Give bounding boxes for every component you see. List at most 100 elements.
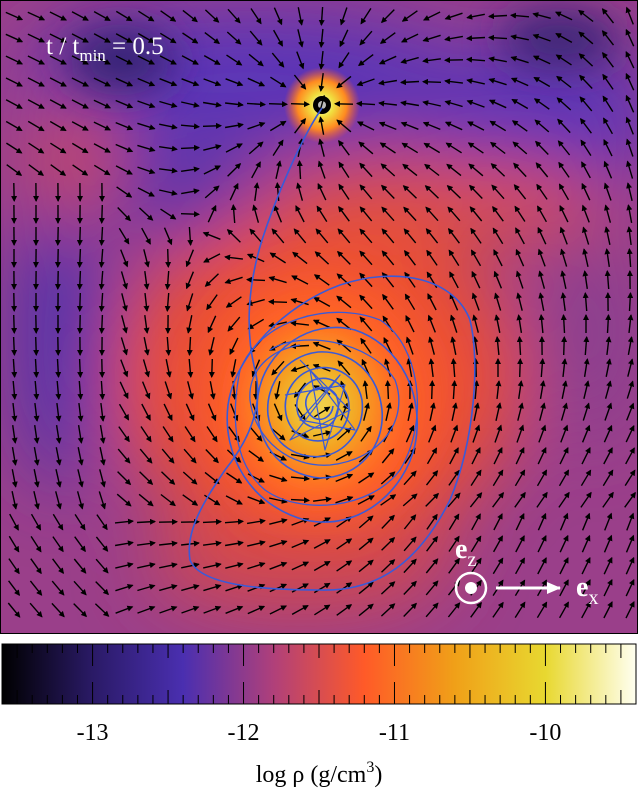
colorbar-label: log ρ (g/cm3) (256, 759, 383, 788)
velocity-arrow (208, 358, 215, 378)
velocity-arrow (225, 101, 244, 108)
velocity-arrow (49, 11, 67, 21)
velocity-arrow (269, 583, 288, 593)
velocity-arrow (227, 316, 241, 332)
velocity-arrow (143, 315, 150, 334)
velocity-arrow (492, 469, 504, 487)
velocity-arrow (226, 31, 242, 45)
velocity-arrow (446, 185, 461, 199)
velocity-arrow (77, 424, 84, 444)
velocity-arrow (358, 559, 374, 573)
velocity-arrow (428, 424, 437, 443)
velocity-arrow (400, 100, 420, 107)
velocity-arrow (161, 471, 176, 485)
velocity-arrow (11, 403, 18, 422)
velocity-arrow (488, 13, 508, 20)
velocity-arrow (225, 495, 243, 505)
velocity-arrow (93, 33, 111, 43)
velocity-arrow (27, 120, 45, 132)
velocity-arrow (165, 336, 172, 356)
velocity-arrow (582, 292, 589, 312)
velocity-arrow (159, 55, 177, 65)
velocity-arrow (141, 381, 151, 400)
velocity-arrow (470, 227, 482, 244)
velocity-arrow (116, 186, 133, 198)
velocity-arrow (357, 495, 375, 505)
velocity-arrow (380, 581, 396, 595)
velocity-arrow (515, 446, 525, 465)
velocity-arrow (579, 96, 593, 112)
velocity-arrow (583, 380, 590, 399)
velocity-arrow (29, 580, 43, 596)
velocity-arrow (93, 55, 111, 65)
velocity-arrow (297, 29, 304, 48)
velocity-arrow (378, 100, 397, 107)
velocity-arrow (473, 402, 480, 421)
velocity-arrow (448, 469, 460, 486)
velocity-arrow (206, 294, 218, 311)
velocity-arrow (77, 380, 84, 400)
velocity-arrow (185, 293, 194, 312)
velocity-arrow (603, 160, 613, 179)
velocity-arrow (513, 162, 527, 178)
velocity-arrow (581, 579, 591, 597)
velocity-arrow (225, 562, 244, 569)
velocity-arrow (185, 403, 195, 422)
velocity-arrow (559, 557, 569, 575)
velocity-arrow (516, 314, 523, 334)
velocity-arrow (274, 182, 281, 202)
velocity-arrow (536, 469, 548, 487)
velocity-arrow (578, 9, 594, 23)
velocity-arrow (537, 248, 546, 267)
velocity-arrow (512, 141, 528, 155)
velocity-arrow (76, 226, 83, 246)
velocity-arrow (578, 53, 594, 67)
velocity-arrow (400, 79, 420, 86)
velocity-arrow (470, 557, 482, 574)
velocity-arrow (626, 160, 634, 179)
velocity-arrow (488, 99, 507, 109)
velocity-arrow (33, 491, 40, 510)
velocity-arrow (203, 78, 222, 87)
velocity-arrow (554, 11, 573, 21)
velocity-arrow (560, 292, 567, 311)
velocity-arrow (450, 424, 459, 443)
velocity-arrow (33, 380, 40, 400)
velocity-arrow (204, 273, 219, 287)
velocity-arrow (50, 142, 67, 154)
velocity-arrow (472, 336, 479, 356)
velocity-arrow (380, 494, 397, 506)
velocity-arrow (180, 166, 200, 173)
velocity-arrow (226, 54, 243, 66)
velocity-arrow (77, 358, 84, 378)
velocity-arrow (161, 448, 175, 464)
velocity-arrow (291, 539, 310, 549)
velocity-arrow (472, 314, 479, 333)
velocity-arrow (51, 602, 65, 618)
velocity-arrow (471, 292, 480, 311)
velocity-arrow (247, 583, 266, 592)
velocity-arrow (187, 226, 194, 246)
colorbar-tick-label: -12 (228, 720, 260, 746)
velocity-arrow (449, 271, 459, 289)
velocity-arrow (208, 337, 215, 356)
velocity-arrow (561, 380, 568, 399)
velocity-arrow (446, 163, 462, 177)
velocity-arrow (384, 380, 391, 400)
velocity-arrow (560, 424, 569, 443)
velocity-arrow (247, 540, 266, 547)
velocity-arrow (137, 605, 156, 614)
velocity-arrow (538, 270, 546, 289)
velocity-arrow (271, 360, 285, 376)
velocity-arrow (445, 142, 462, 154)
velocity-arrow (404, 271, 416, 288)
velocity-arrow (182, 32, 199, 44)
velocity-arrow (601, 30, 615, 46)
velocity-arrow (581, 424, 591, 443)
velocity-arrow (511, 120, 528, 132)
velocity-arrow (33, 358, 40, 378)
velocity-arrow (359, 294, 373, 310)
velocity-arrow (33, 446, 40, 466)
velocity-arrow (466, 35, 486, 42)
velocity-arrow (226, 228, 241, 243)
